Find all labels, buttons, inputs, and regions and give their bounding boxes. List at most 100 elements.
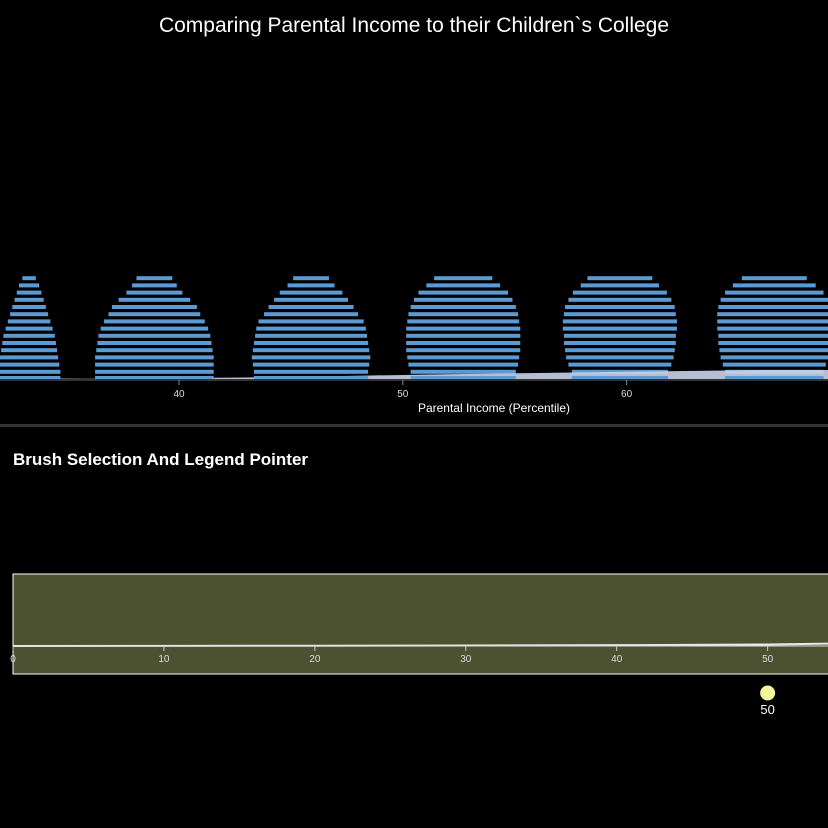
bar[interactable]	[293, 276, 329, 281]
legend-pointer-label: 50	[760, 702, 774, 717]
bar[interactable]	[126, 290, 183, 295]
bar[interactable]	[1, 348, 58, 353]
legend-pointer[interactable]	[760, 685, 776, 701]
bar[interactable]	[22, 276, 36, 281]
bar[interactable]	[2, 341, 56, 345]
bar[interactable]	[718, 305, 828, 309]
bar[interactable]	[118, 297, 191, 302]
bar[interactable]	[5, 326, 53, 331]
bar[interactable]	[0, 355, 59, 360]
bar[interactable]	[96, 348, 213, 353]
bar[interactable]	[725, 290, 824, 295]
bar[interactable]	[95, 362, 214, 367]
bar[interactable]	[434, 276, 493, 281]
brush-selection[interactable]	[12, 573, 828, 675]
bar[interactable]	[410, 305, 516, 309]
bar[interactable]	[725, 376, 824, 379]
bar[interactable]	[568, 297, 672, 302]
bar[interactable]	[95, 376, 214, 379]
bar[interactable]	[3, 333, 55, 338]
bar[interactable]	[255, 333, 368, 338]
bar[interactable]	[95, 369, 214, 374]
bar[interactable]	[410, 376, 516, 379]
bar[interactable]	[562, 326, 677, 331]
bar[interactable]	[566, 355, 674, 360]
bar[interactable]	[10, 312, 49, 317]
bar[interactable]	[565, 348, 675, 353]
bar[interactable]	[252, 362, 370, 367]
bar[interactable]	[279, 290, 343, 295]
section-divider	[0, 424, 828, 427]
bar[interactable]	[410, 369, 516, 374]
brush-x-tick-label: 50	[762, 654, 774, 665]
bar[interactable]	[718, 333, 828, 338]
bar[interactable]	[0, 369, 61, 374]
bar[interactable]	[717, 312, 828, 317]
brush-chart[interactable]: 0 10 20 30 40 50 50	[0, 560, 828, 730]
bar[interactable]	[252, 348, 370, 353]
bar[interactable]	[565, 305, 675, 309]
bar[interactable]	[408, 362, 519, 367]
bar[interactable]	[406, 348, 521, 353]
bar[interactable]	[563, 341, 676, 345]
bar[interactable]	[426, 283, 501, 288]
bar[interactable]	[571, 376, 668, 379]
bar[interactable]	[108, 312, 201, 317]
bar[interactable]	[406, 333, 521, 338]
bar[interactable]	[732, 283, 816, 288]
bar[interactable]	[741, 276, 807, 281]
bar[interactable]	[418, 290, 508, 295]
bar[interactable]	[406, 341, 521, 345]
bar[interactable]	[717, 326, 828, 331]
x-tick-label: 40	[173, 389, 185, 400]
bar[interactable]	[14, 297, 44, 302]
bar[interactable]	[563, 312, 676, 317]
bar[interactable]	[407, 355, 520, 360]
bar[interactable]	[253, 341, 369, 345]
bar[interactable]	[720, 297, 828, 302]
bar[interactable]	[258, 319, 364, 324]
bar[interactable]	[719, 348, 828, 353]
bar[interactable]	[720, 355, 828, 360]
bar[interactable]	[408, 312, 519, 317]
bar[interactable]	[587, 276, 653, 281]
bar[interactable]	[19, 283, 40, 288]
bar[interactable]	[414, 297, 513, 302]
bar[interactable]	[95, 355, 214, 360]
bar[interactable]	[0, 362, 60, 367]
bar[interactable]	[562, 319, 677, 324]
bar[interactable]	[718, 341, 828, 345]
bar[interactable]	[268, 305, 354, 309]
bar[interactable]	[0, 376, 61, 379]
bar[interactable]	[722, 362, 826, 367]
bar[interactable]	[717, 319, 828, 324]
x-axis-label: Parental Income (Percentile)	[418, 401, 570, 415]
bar[interactable]	[406, 326, 521, 331]
bar[interactable]	[98, 333, 211, 338]
bar[interactable]	[111, 305, 197, 309]
main-chart[interactable]: 40 50 60 Parental Income (Percentile)	[0, 60, 828, 420]
bar[interactable]	[563, 333, 676, 338]
bar[interactable]	[571, 369, 668, 374]
bar[interactable]	[407, 319, 520, 324]
bar[interactable]	[253, 376, 369, 379]
bar[interactable]	[251, 355, 371, 360]
bar[interactable]	[136, 276, 173, 281]
bar[interactable]	[264, 312, 359, 317]
bar-group	[0, 276, 61, 374]
bar[interactable]	[97, 341, 212, 345]
bar-groups	[0, 276, 828, 374]
bar[interactable]	[274, 297, 348, 302]
bar[interactable]	[287, 283, 335, 288]
bar[interactable]	[253, 369, 369, 374]
bar[interactable]	[132, 283, 177, 288]
bar[interactable]	[580, 283, 660, 288]
bar[interactable]	[7, 319, 51, 324]
bar[interactable]	[568, 362, 672, 367]
bar[interactable]	[100, 326, 209, 331]
bar[interactable]	[256, 326, 366, 331]
bar[interactable]	[104, 319, 205, 324]
bar[interactable]	[572, 290, 667, 295]
bar[interactable]	[16, 290, 42, 295]
bar[interactable]	[12, 305, 46, 309]
